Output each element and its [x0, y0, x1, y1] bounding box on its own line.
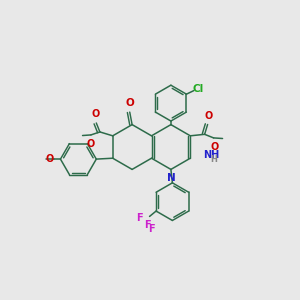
Text: O: O [204, 111, 212, 121]
Text: F: F [136, 213, 142, 223]
Text: O: O [46, 154, 54, 164]
Text: O: O [125, 98, 134, 108]
Text: O: O [86, 139, 94, 149]
Text: H: H [210, 154, 217, 164]
Text: NH: NH [203, 150, 219, 160]
Text: O: O [210, 142, 218, 152]
Text: F: F [148, 224, 154, 234]
Text: F: F [144, 220, 151, 230]
Text: O: O [92, 109, 100, 119]
Text: Cl: Cl [192, 84, 203, 94]
Text: N: N [167, 173, 176, 183]
